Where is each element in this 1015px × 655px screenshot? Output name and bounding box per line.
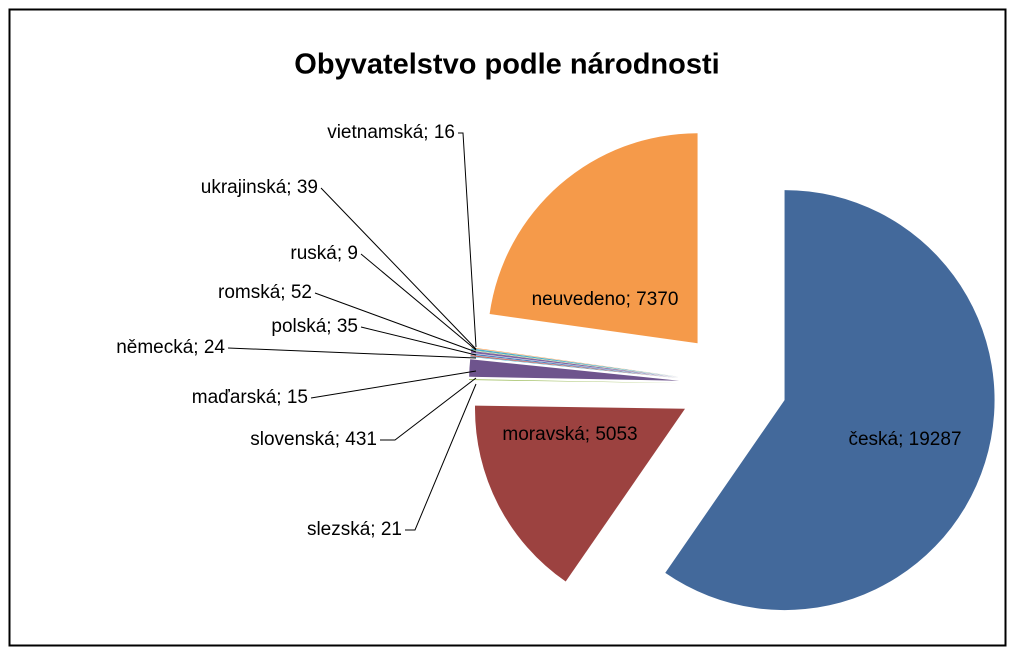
pie-slice <box>470 355 680 379</box>
data-label: česká; 19287 <box>848 429 961 450</box>
pie-slice <box>471 348 680 377</box>
data-label: německá; 24 <box>116 337 225 358</box>
pie-slice <box>470 356 680 379</box>
leader-line <box>227 347 477 359</box>
data-label: neuvedeno; 7370 <box>532 289 679 310</box>
pie-slice <box>469 379 680 384</box>
leader-line <box>310 370 477 399</box>
leader-line <box>360 253 477 351</box>
pie-slice <box>471 347 680 377</box>
leader-line <box>360 326 477 356</box>
leader-line <box>314 292 477 353</box>
pie-slice <box>471 350 680 378</box>
data-label: ukrajinská; 39 <box>201 177 318 198</box>
data-label: polská; 35 <box>271 316 358 337</box>
data-label: maďarská; 15 <box>192 387 308 408</box>
pie-slice <box>470 350 680 378</box>
data-label: slezská; 21 <box>307 519 402 540</box>
chart-title: Obyvatelstvo podle národnosti <box>294 49 719 81</box>
pie-slice <box>665 190 995 611</box>
data-label: slovenská; 431 <box>250 429 377 450</box>
data-label: vietnamská; 16 <box>327 122 455 143</box>
pie-slice <box>489 133 698 344</box>
pie-slice <box>475 405 686 582</box>
data-label: ruská; 9 <box>290 243 358 264</box>
data-label: moravská; 5053 <box>502 424 637 445</box>
pie-slice <box>470 353 680 378</box>
pie-slice <box>469 359 680 381</box>
leader-line <box>458 132 477 348</box>
leader-line <box>405 383 477 531</box>
data-label: romská; 52 <box>218 282 312 303</box>
leader-line <box>380 377 477 441</box>
leader-line <box>320 187 477 350</box>
